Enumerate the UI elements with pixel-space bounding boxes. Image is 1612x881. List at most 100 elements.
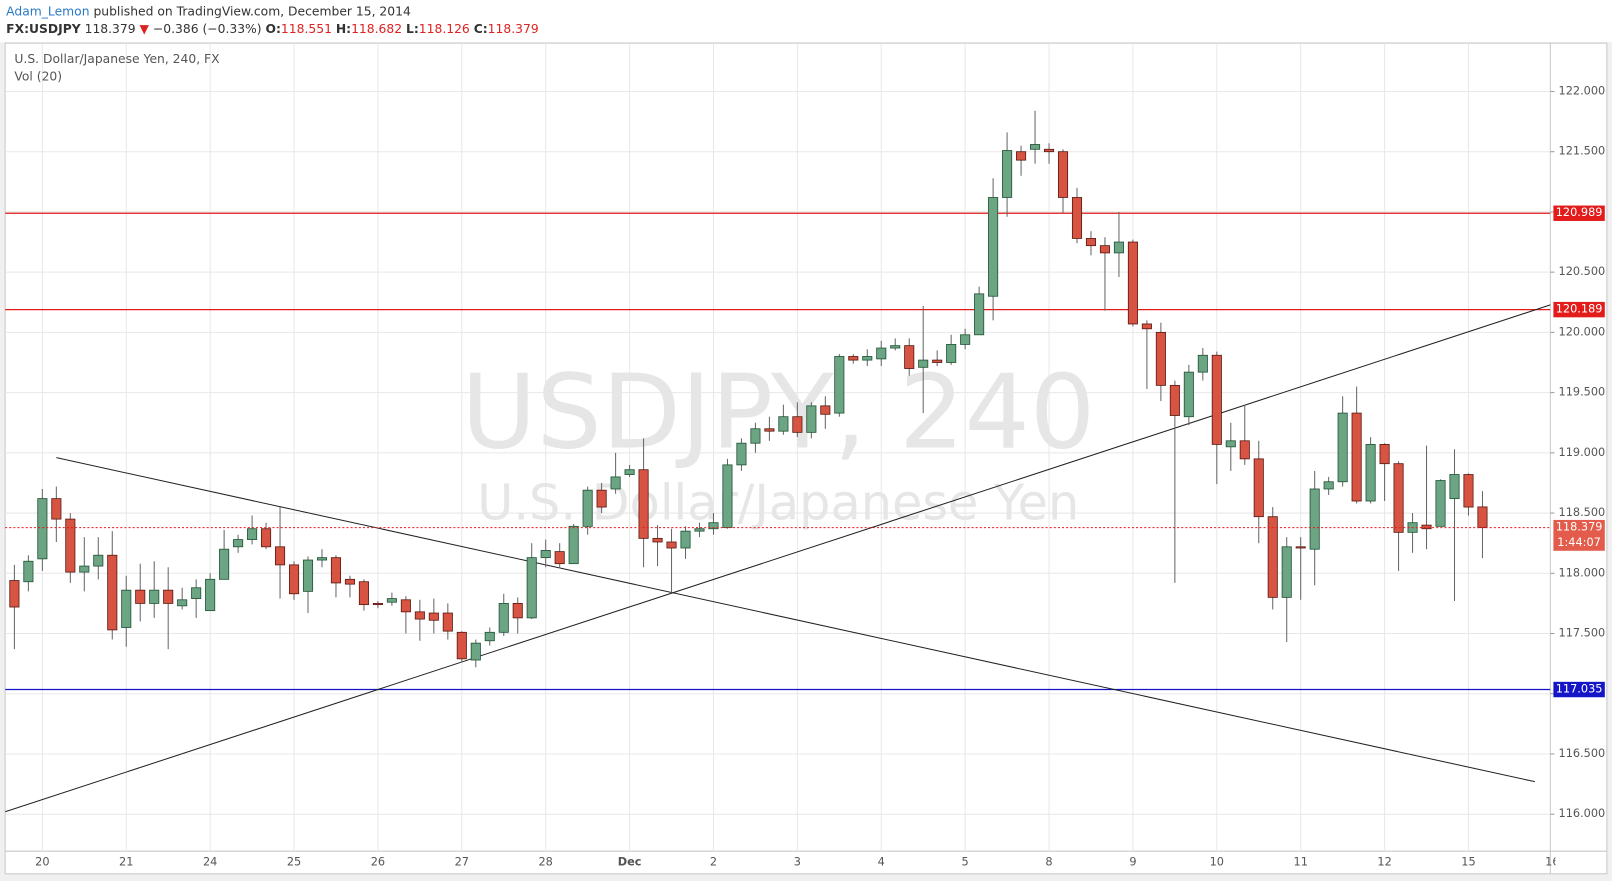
x-tick-label: 10 [1210,855,1224,868]
price-label-bg [1553,519,1605,551]
x-tick-label: 28 [539,855,553,868]
candle-body [1127,241,1138,325]
candle-body [568,525,579,565]
price-label-bg [1553,301,1605,318]
candle-body [191,587,202,600]
candle-body [1393,463,1404,533]
candle-body [65,518,76,573]
x-tick-label: 9 [1129,855,1136,868]
candle-body [1071,197,1083,239]
candle-body [107,554,118,631]
candle-body [918,359,929,368]
candle-body [1337,412,1348,483]
y-tick-label: 122.000 [1559,84,1606,97]
trend-line [56,457,1536,783]
candle-body [1379,444,1390,465]
candle-body [722,464,733,528]
candle-body [764,428,775,432]
candle-body [400,599,411,613]
candle-body [848,356,859,361]
candle-body [624,469,635,475]
candle-body [792,416,803,433]
watermark: USDJPY, 240 [461,354,1095,473]
change: −0.386 (−0.33%) [153,21,262,35]
candle-body [1239,440,1250,460]
candle-body [932,359,943,363]
candle-body [428,612,439,621]
candle-body [1169,384,1180,416]
candle-body [1030,144,1041,150]
candle-body [1421,524,1432,530]
candle-body [596,489,607,508]
candle-body [9,580,20,608]
x-tick-label: 4 [878,855,885,868]
ohlc-value: 118.682 [351,21,402,35]
candle-body [652,537,663,543]
candle-body [988,197,999,297]
candle-body [1155,331,1166,386]
x-tick-label: 11 [1294,855,1308,868]
series-title: U.S. Dollar/Japanese Yen, 240, FX [14,52,220,66]
price-label: 117.035 [1556,683,1603,696]
candle-body [414,611,425,620]
candle-body [1281,546,1292,598]
candle-body [247,528,258,540]
candle-body [275,546,286,566]
x-tick-label: 27 [455,855,469,868]
candle-body [205,578,216,612]
x-tick-label: 15 [1461,855,1475,868]
candle-body [666,541,677,549]
candle-body [1435,480,1446,527]
y-tick-label: 119.500 [1559,386,1606,399]
y-tick-label: 118.500 [1559,506,1606,519]
countdown: 1:44:07 [1557,536,1601,549]
author[interactable]: Adam_Lemon [6,4,89,18]
candle-body [1295,546,1306,549]
y-tick-label: 116.000 [1559,807,1606,820]
y-tick-label: 120.000 [1559,325,1606,338]
candle-body [261,528,272,548]
candle-body [680,530,691,549]
candle-body [582,489,593,527]
candle-body [526,557,537,619]
x-tick-label: 8 [1045,855,1052,868]
price-label: 120.989 [1556,206,1603,219]
candle-body [79,565,90,573]
candle-body [1449,474,1460,500]
candle-body [1323,481,1334,490]
candle-body [806,405,817,433]
candle-body [1141,323,1152,330]
candle-body [820,405,831,415]
x-tick-label: 3 [794,855,801,868]
candle-body [233,539,244,548]
header-bar [0,0,1612,43]
candle-body [1113,241,1124,254]
candle-body [694,528,705,532]
watermark: U.S. Dollar/Japanese Yen [477,473,1079,531]
candle-body [834,356,845,414]
candle-body [163,589,174,604]
x-tick-label: 25 [287,855,301,868]
x-tick-label: 24 [203,855,217,868]
published: published on TradingView.com, December 1… [93,4,411,18]
candle-body [1085,238,1097,247]
candle-body [1183,371,1194,418]
candle-body [554,551,565,565]
candle-body [736,442,747,466]
candle-body [456,631,467,660]
trend-line [5,304,1551,813]
candle-body [974,293,985,336]
candle-body [890,345,901,349]
candle-body [1351,412,1362,502]
candle-body [442,612,453,632]
candle-body [358,581,369,606]
candle-body [372,603,383,606]
x-tick-label: 5 [962,855,969,868]
price-label-bg [1553,681,1605,698]
candle-body [1463,474,1474,508]
candle-body [330,557,342,584]
candle-body [1057,151,1069,198]
candle-body [1225,440,1236,448]
